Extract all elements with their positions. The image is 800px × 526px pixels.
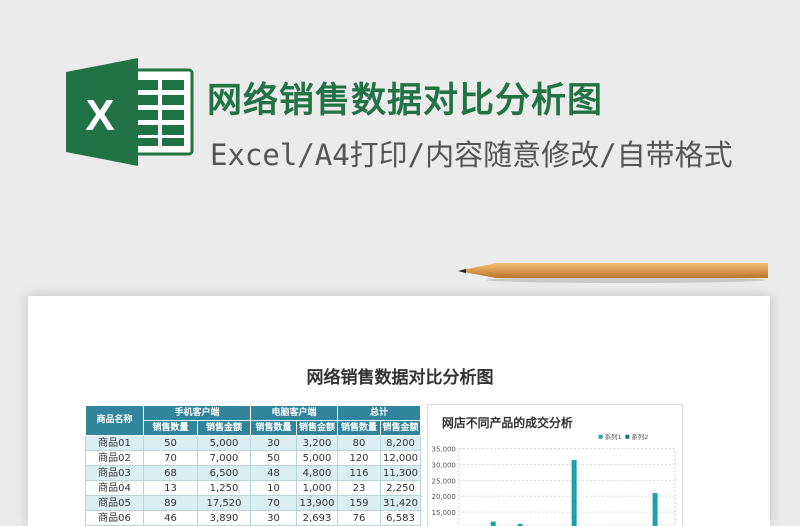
y-tick-label: 30,000 [432,461,456,469]
table-cell: 6,583 [380,510,421,526]
table-cell: 31,420 [380,495,421,511]
banner-title: 网络销售数据对比分析图 [207,81,604,121]
table-cell: 2,693 [296,510,338,526]
legend-swatch [625,434,630,439]
table-cell: 1,000 [296,480,338,496]
table-cell: 13,900 [296,495,338,511]
table-cell: 5,000 [296,450,338,466]
subheader-4: 销售数量 [337,420,381,436]
table-row: 商品01 50 5,000 30 3,200 80 8,200 [85,435,421,451]
table-cell: 48 [250,465,297,481]
table-cell: 5,000 [197,435,251,451]
table-row: 商品06 46 3,890 30 2,693 76 6,583 [85,510,421,526]
header-product-name: 商品名称 [85,405,144,436]
table-cell: 商品03 [85,465,144,481]
subheader-0: 销售数量 [143,420,198,436]
table-cell: 159 [337,495,381,511]
legend-label: 系列1 [605,432,622,441]
subheader-3: 销售金额 [296,420,338,436]
table-cell: 商品02 [85,450,144,466]
y-tick-label: 35,000 [432,446,456,454]
bar-系列1-商品03 [517,523,523,526]
table-cell: 68 [143,465,198,481]
bar-系列1-商品08 [652,493,658,526]
chart-title: 网店不同产品的成交分析 [442,416,573,430]
table-cell: 70 [143,450,198,466]
table-cell: 46 [143,510,198,526]
table-cell: 2,250 [380,480,421,496]
table-cell: 10 [250,480,297,496]
table-cell: 7,000 [197,450,251,466]
table-cell: 商品05 [85,495,144,511]
table-cell: 11,300 [380,465,421,481]
y-tick-label: 15,000 [432,509,456,517]
legend-label: 系列2 [631,432,648,441]
header-pc: 电脑客户端 [250,405,338,421]
subheader-1: 销售金额 [197,420,251,436]
table-cell: 商品01 [85,435,144,451]
header-total: 总计 [337,405,421,421]
sheet-title: 网络销售数据对比分析图 [306,368,494,388]
bar-chart: 网店不同产品的成交分析 系列1 系列2 15,000 20,000 25,000 30,… [427,404,683,526]
table-cell: 116 [337,465,381,481]
table-cell: 50 [250,450,297,466]
table-row: 商品03 68 6,500 48 4,800 116 11,300 [85,465,421,481]
table-cell: 12,000 [380,450,421,466]
table-cell: 30 [250,510,297,526]
banner-subtitle: Excel/A4打印/内容随意修改/自带格式 [210,138,733,172]
table-cell: 4,800 [296,465,338,481]
table-cell: 89 [143,495,198,511]
legend-swatch [598,434,603,439]
table-cell: 13 [143,480,198,496]
svg-text:X: X [85,91,114,140]
table-cell: 3,200 [296,435,338,451]
y-tick-label: 25,000 [432,477,456,485]
bar-系列1-商品02 [490,521,496,526]
table-cell: 8,200 [380,435,421,451]
excel-logo: X [66,58,194,166]
table-row: 商品02 70 7,000 50 5,000 120 12,000 [85,450,421,466]
plot-area [458,448,676,526]
pencil-image [458,263,768,283]
table-cell: 商品06 [85,510,144,526]
table-row: 商品04 13 1,250 10 1,000 23 2,250 [85,480,421,496]
table-cell: 30 [250,435,297,451]
table-cell: 80 [337,435,381,451]
header-mobile: 手机客户端 [143,405,251,421]
table-cell: 76 [337,510,381,526]
table-cell: 50 [143,435,198,451]
sales-table: 商品名称 手机客户端 电脑客户端 总计 销售数量 销售金额 销售数量 销售金额 销售数量… [85,405,421,526]
subheader-2: 销售数量 [250,420,297,436]
table-cell: 17,520 [197,495,251,511]
table-cell: 1,250 [197,480,251,496]
table-cell: 70 [250,495,297,511]
bar-系列1-商品05 [571,460,577,526]
y-tick-label: 20,000 [432,493,456,501]
table-cell: 3,890 [197,510,251,526]
subheader-5: 销售金额 [380,420,421,436]
table-row: 商品05 89 17,520 70 13,900 159 31,420 [85,495,421,511]
table-cell: 6,500 [197,465,251,481]
table-cell: 23 [337,480,381,496]
table-cell: 120 [337,450,381,466]
table-cell: 商品04 [85,480,144,496]
